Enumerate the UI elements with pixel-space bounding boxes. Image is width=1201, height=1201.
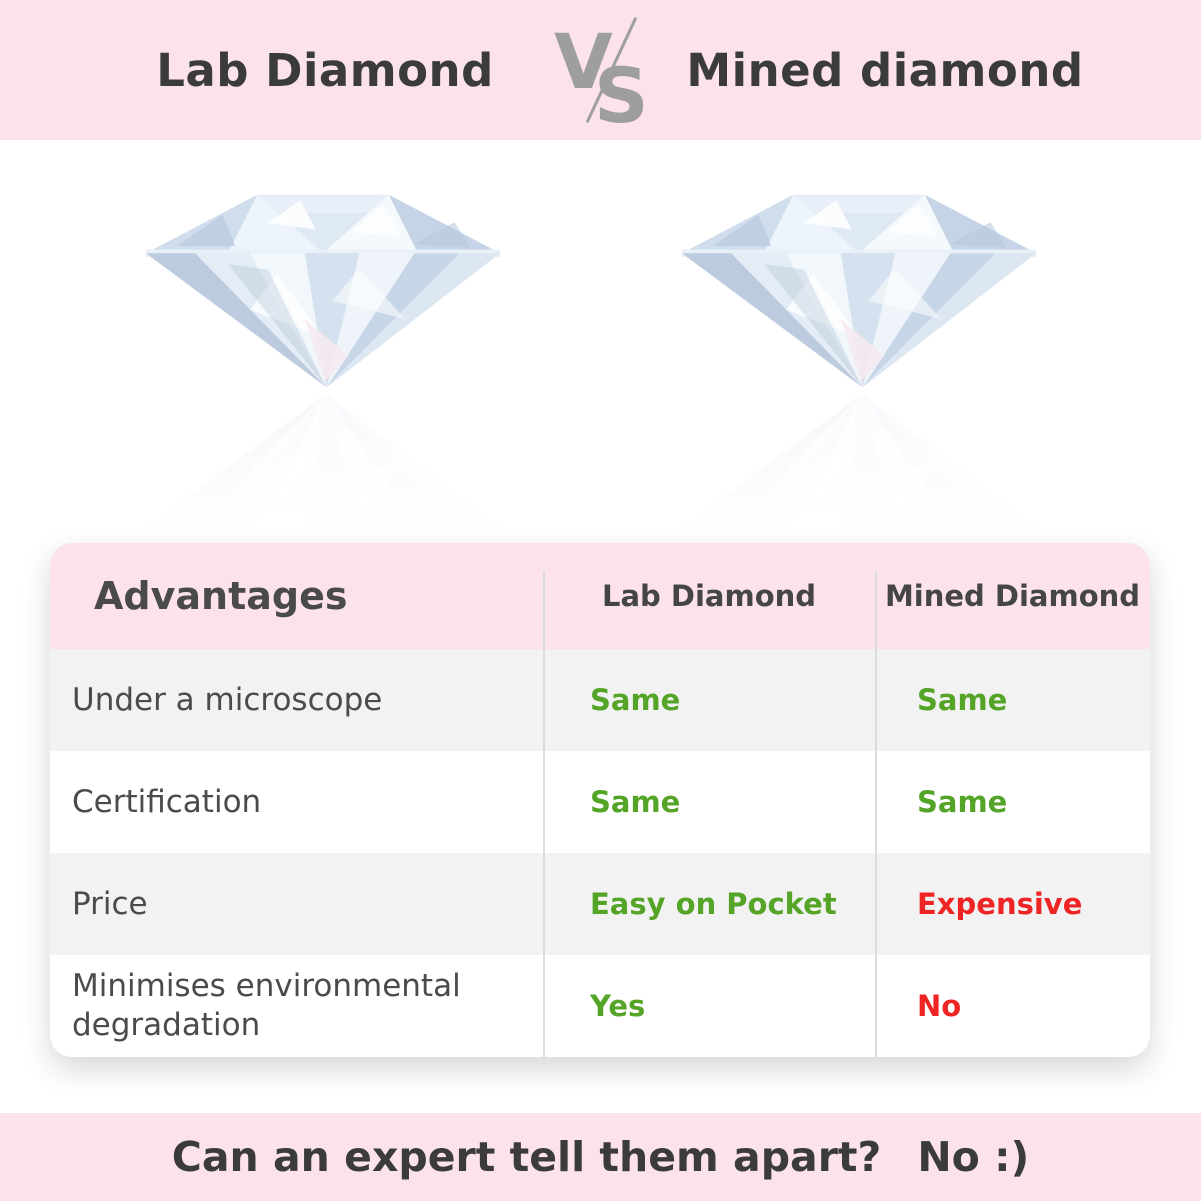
mined-value: Same bbox=[917, 683, 1008, 717]
table-row: Minimises environmental degradation Yes … bbox=[50, 955, 1150, 1057]
table-header-row: Advantages Lab Diamond Mined Diamond bbox=[50, 543, 1150, 649]
lab-value: Same bbox=[590, 683, 681, 717]
diamond-icon bbox=[140, 182, 506, 392]
diamond-icon bbox=[676, 182, 1042, 392]
vs-letter-s: S bbox=[594, 51, 649, 140]
lab-value: Same bbox=[590, 785, 681, 819]
footer-question: Can an expert tell them apart? bbox=[171, 1133, 882, 1181]
lab-diamond-title: Lab Diamond bbox=[156, 43, 494, 97]
vs-badge: V S bbox=[548, 10, 658, 140]
row-label: Under a microscope bbox=[72, 681, 383, 718]
mined-diamond-title: Mined diamond bbox=[686, 43, 1084, 97]
column-divider-1 bbox=[543, 571, 545, 1057]
column-header-mined-diamond: Mined Diamond bbox=[884, 579, 1141, 613]
lab-value: Easy on Pocket bbox=[590, 887, 837, 921]
column-divider-2 bbox=[875, 571, 877, 1057]
column-header-lab-diamond: Lab Diamond bbox=[601, 579, 817, 613]
row-label: Minimises environmental degradation bbox=[72, 968, 461, 1043]
mined-value: Expensive bbox=[917, 887, 1083, 921]
mined-value: No bbox=[917, 989, 962, 1023]
lab-value: Yes bbox=[590, 989, 646, 1023]
footer-band: Can an expert tell them apart? No :) bbox=[0, 1113, 1201, 1201]
footer-answer: No :) bbox=[917, 1133, 1030, 1181]
table-row: Certification Same Same bbox=[50, 751, 1150, 853]
table-row: Price Easy on Pocket Expensive bbox=[50, 853, 1150, 955]
row-label: Price bbox=[72, 885, 148, 922]
comparison-table-card: Advantages Lab Diamond Mined Diamond Und… bbox=[50, 543, 1150, 1057]
mined-value: Same bbox=[917, 785, 1008, 819]
header-band bbox=[0, 0, 1201, 140]
column-header-advantages: Advantages bbox=[94, 574, 348, 618]
row-label: Certification bbox=[72, 783, 262, 820]
table-row: Under a microscope Same Same bbox=[50, 649, 1150, 751]
